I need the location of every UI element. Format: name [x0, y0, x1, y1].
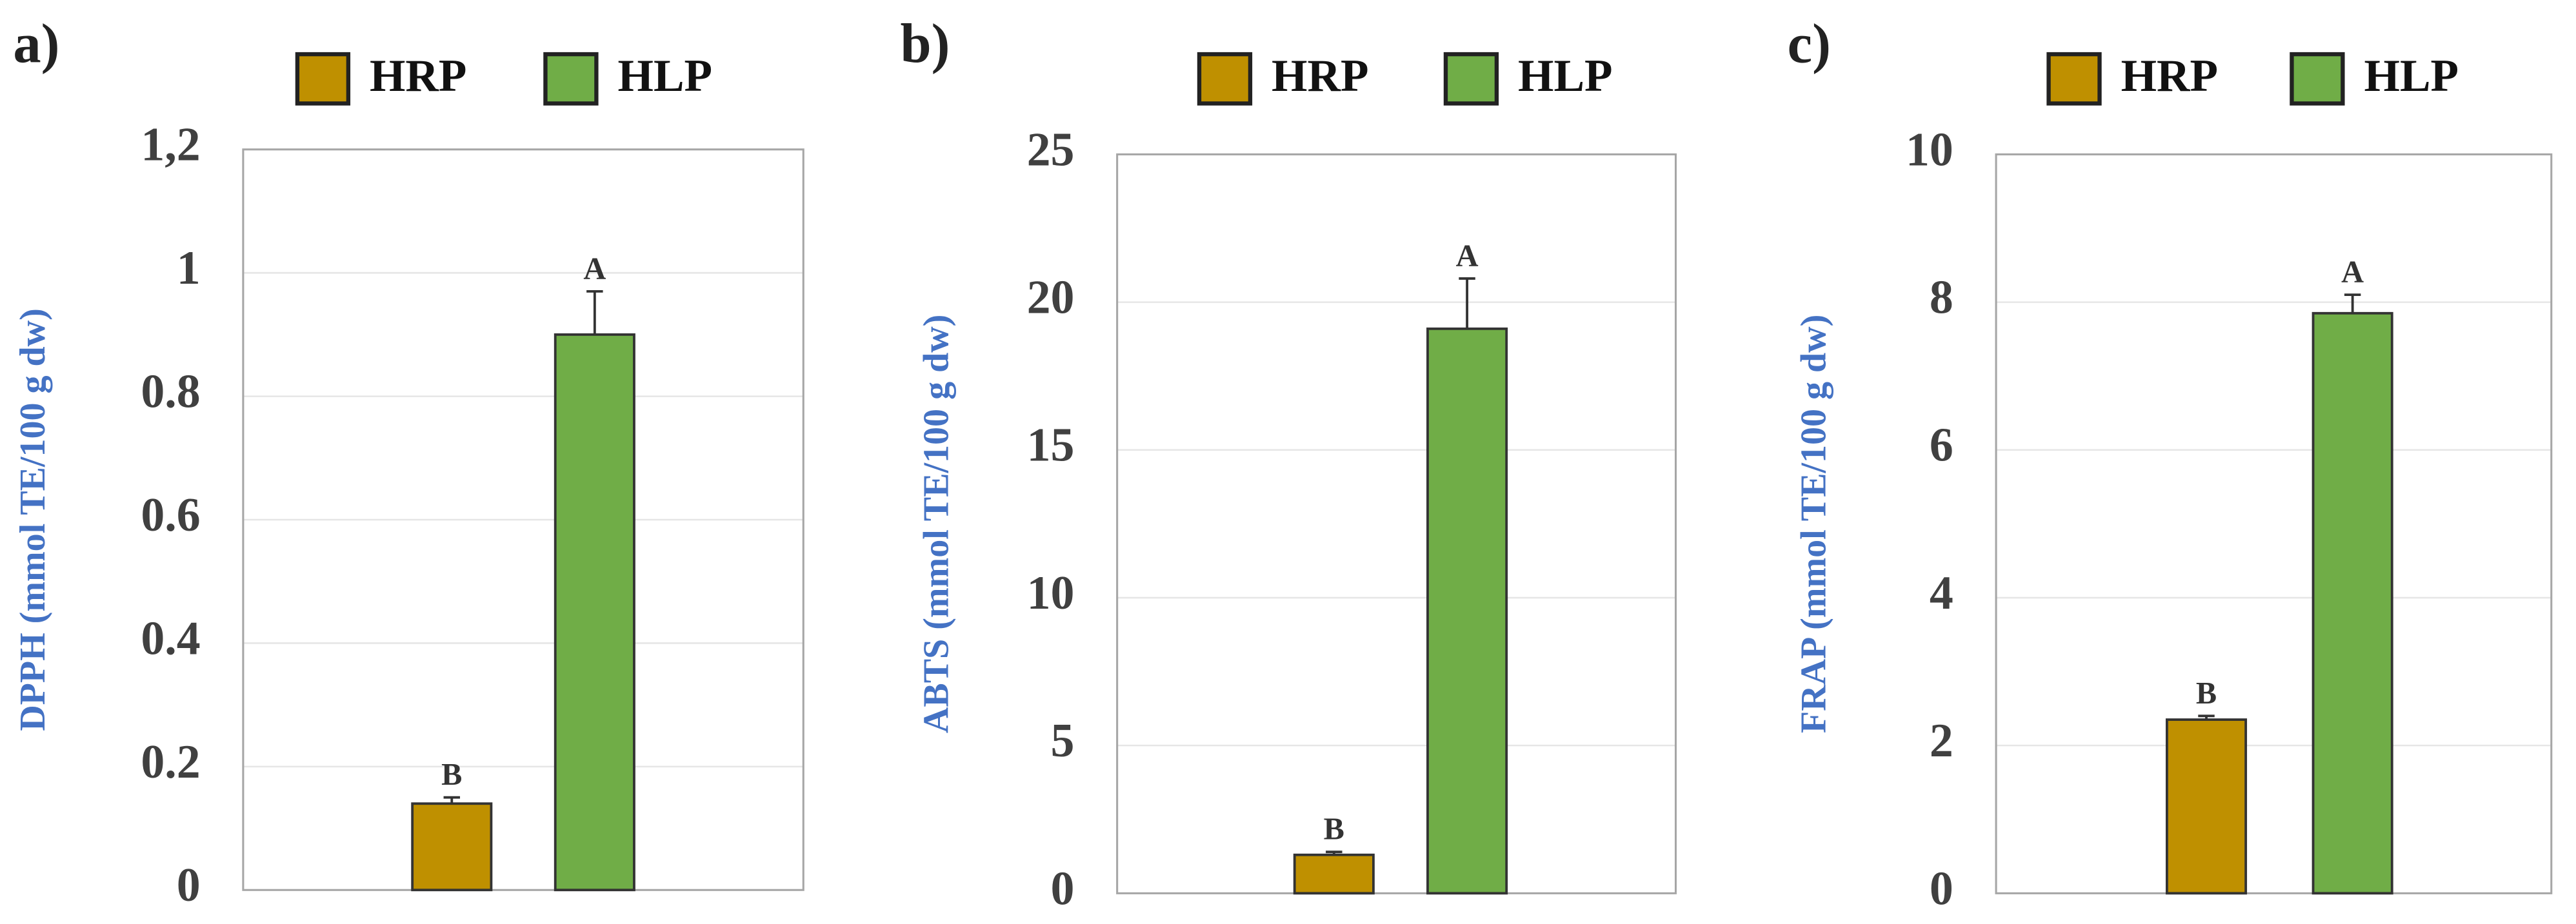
legend-label: HRP — [2121, 50, 2218, 101]
bar — [2165, 718, 2248, 895]
y-tick-label: 10 — [1027, 566, 1075, 619]
bar — [411, 802, 493, 892]
y-tick-label: 0 — [177, 858, 201, 911]
plot-frame — [1116, 153, 1677, 894]
panel-label: a) — [13, 12, 59, 74]
legend-swatch — [295, 52, 351, 106]
y-tick-label: 20 — [1027, 271, 1075, 324]
y-axis-label: FRAP (mmol TE/100 g dw) — [1793, 315, 1833, 733]
y-tick-label: 25 — [1027, 123, 1075, 175]
legend-label: HLP — [1518, 50, 1613, 101]
legend-label: HRP — [1272, 50, 1369, 101]
legend-swatch — [2046, 52, 2102, 106]
y-axis-label: ABTS (mmol TE/100 g dw) — [916, 315, 956, 733]
y-tick-label: 0.4 — [141, 611, 200, 664]
legend-label: HLP — [2364, 50, 2459, 101]
plot-frame — [1995, 153, 2553, 894]
significance-letter: B — [441, 758, 462, 792]
y-tick-label: 8 — [1930, 271, 1953, 324]
significance-letter: B — [1324, 812, 1344, 847]
legend-swatch — [2290, 52, 2345, 106]
y-tick-label: 1,2 — [141, 118, 200, 171]
y-tick-label: 0 — [1930, 861, 1953, 914]
y-tick-label: 2 — [1930, 714, 1953, 767]
y-tick-label: 4 — [1930, 566, 1953, 619]
panel-label: b) — [901, 12, 950, 74]
y-tick-label: 0 — [1051, 861, 1075, 914]
significance-letter: A — [1456, 239, 1479, 273]
legend-label: HRP — [370, 50, 467, 101]
legend-swatch — [1443, 52, 1499, 106]
y-tick-label: 6 — [1930, 418, 1953, 471]
y-axis-label: DPPH (mmol TE/100 g dw) — [13, 308, 53, 731]
y-tick-label: 15 — [1027, 418, 1075, 471]
legend-swatch — [1197, 52, 1253, 106]
panel-label: c) — [1788, 12, 1831, 74]
y-tick-label: 1 — [177, 241, 201, 294]
legend-label: HLP — [618, 50, 713, 101]
bar — [2311, 311, 2393, 895]
plot-frame — [242, 148, 804, 891]
y-tick-label: 0.8 — [141, 365, 200, 418]
significance-letter: A — [2341, 255, 2364, 290]
legend-swatch — [543, 52, 599, 106]
y-tick-label: 5 — [1051, 714, 1075, 767]
bar — [554, 333, 635, 892]
y-tick-label: 10 — [1906, 123, 1953, 175]
y-tick-label: 0.6 — [141, 488, 200, 541]
bar — [1426, 327, 1508, 895]
significance-letter: B — [2196, 676, 2217, 711]
bar — [1293, 853, 1375, 895]
y-tick-label: 0.2 — [141, 735, 200, 788]
significance-letter: A — [583, 251, 606, 286]
